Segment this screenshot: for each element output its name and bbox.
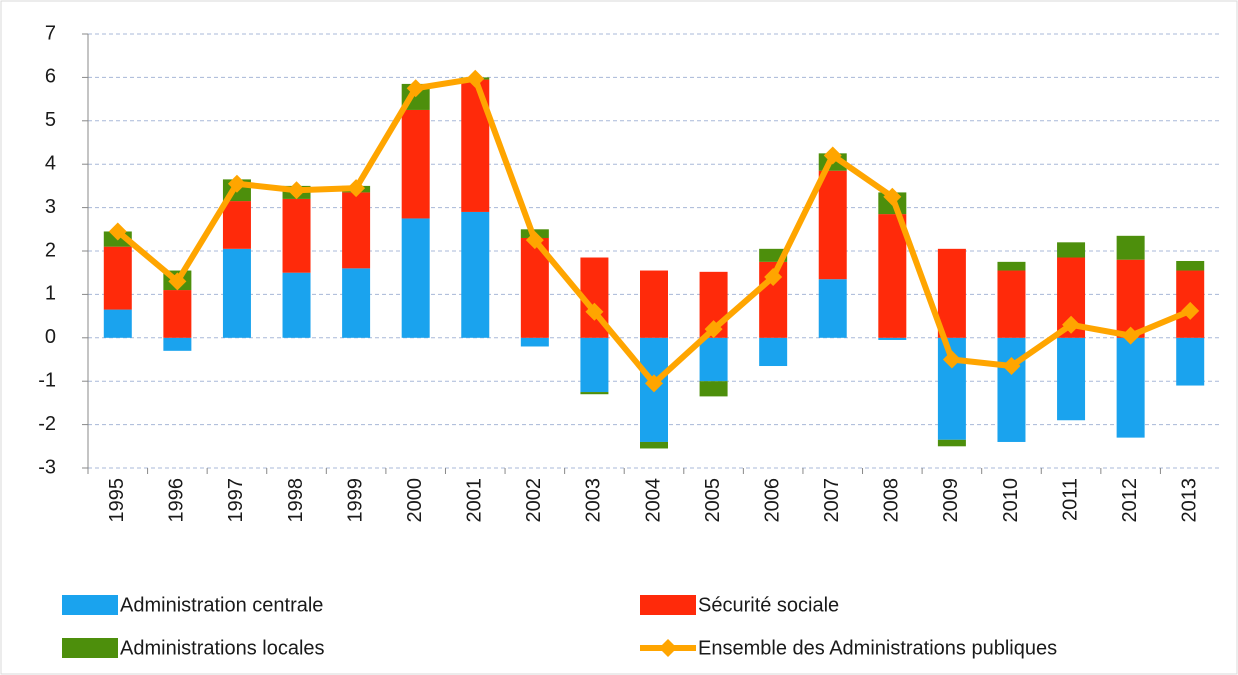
x-tick-label: 1997 xyxy=(225,478,247,523)
bar xyxy=(997,337,1026,442)
y-tick-label: 6 xyxy=(45,66,56,88)
bar xyxy=(997,261,1026,271)
x-tick-label: 2005 xyxy=(702,478,724,523)
bar xyxy=(997,270,1026,338)
x-tick-label: 2012 xyxy=(1119,478,1141,523)
bar xyxy=(937,439,966,447)
line-marker xyxy=(287,181,306,200)
line-marker xyxy=(704,320,723,339)
x-tick-label: 1999 xyxy=(344,478,366,523)
bar xyxy=(1116,235,1145,260)
x-tick-label: 2009 xyxy=(940,478,962,523)
bar xyxy=(222,201,251,249)
bar xyxy=(1116,337,1145,438)
x-tick-label: 2003 xyxy=(583,478,605,523)
bar xyxy=(103,309,132,338)
bar xyxy=(1057,242,1086,258)
line-marker xyxy=(1002,357,1021,376)
line-marker xyxy=(347,179,366,198)
line-marker xyxy=(823,146,842,165)
line-marker xyxy=(227,174,246,193)
y-tick-label: 4 xyxy=(45,152,56,174)
y-tick-label: 1 xyxy=(45,283,56,305)
bar xyxy=(282,198,311,273)
x-tick-label: 2006 xyxy=(761,478,783,523)
bar xyxy=(878,337,907,340)
bar xyxy=(878,214,907,338)
bar xyxy=(520,337,549,347)
bar xyxy=(699,337,728,382)
x-tick-label: 2010 xyxy=(1000,478,1022,523)
x-tick-label: 2008 xyxy=(881,478,903,523)
bar xyxy=(401,109,430,219)
line-marker xyxy=(406,79,425,98)
x-tick-label: 1996 xyxy=(166,478,188,523)
line-marker xyxy=(108,222,127,241)
bar xyxy=(818,170,847,280)
line-marker xyxy=(883,187,902,206)
bar xyxy=(580,392,609,395)
legend-label: Administration centrale xyxy=(120,594,323,616)
line-marker xyxy=(1181,301,1200,320)
bar xyxy=(818,279,847,338)
legend-label: Administrations locales xyxy=(120,637,325,659)
legend-swatch xyxy=(659,639,677,657)
bar xyxy=(937,248,966,338)
y-tick-label: 3 xyxy=(45,196,56,218)
x-tick-label: 1998 xyxy=(285,478,307,523)
bar xyxy=(342,268,371,338)
bar xyxy=(699,381,728,397)
y-tick-label: 2 xyxy=(45,239,56,261)
bar xyxy=(1116,259,1145,338)
x-tick-label: 2000 xyxy=(404,478,426,523)
bar xyxy=(282,272,311,338)
y-tick-label: 5 xyxy=(45,109,56,131)
bar xyxy=(163,337,192,351)
y-tick-label: -1 xyxy=(38,369,56,391)
bar xyxy=(1176,337,1205,386)
legend-label: Ensemble des Administrations publiques xyxy=(698,637,1057,659)
line-marker xyxy=(1062,315,1081,334)
bar xyxy=(163,290,192,338)
bar xyxy=(222,248,251,338)
bar xyxy=(640,270,668,338)
line-marker xyxy=(1121,326,1140,345)
bar xyxy=(1176,260,1205,271)
bar xyxy=(461,211,490,338)
bar xyxy=(401,218,430,338)
bar xyxy=(342,192,371,269)
y-tick-label: -2 xyxy=(38,413,56,435)
line-marker xyxy=(645,374,663,393)
line-marker xyxy=(585,302,604,321)
legend-swatch xyxy=(62,638,118,658)
legend-swatch xyxy=(640,595,696,615)
bar xyxy=(103,246,132,310)
x-tick-label: 2013 xyxy=(1178,478,1200,523)
bar xyxy=(1057,337,1086,421)
y-tick-label: -3 xyxy=(38,456,56,478)
bar xyxy=(759,337,788,367)
line-marker xyxy=(525,231,544,250)
line-marker xyxy=(942,350,961,369)
y-tick-label: 0 xyxy=(45,326,56,348)
line-marker xyxy=(168,272,187,291)
bar xyxy=(580,337,609,393)
bar xyxy=(640,441,668,449)
legend-label: Sécurité sociale xyxy=(698,594,839,616)
line-marker xyxy=(764,268,783,287)
x-tick-label: 2004 xyxy=(642,478,664,523)
x-tick-label: 2001 xyxy=(464,478,486,522)
x-tick-label: 2011 xyxy=(1059,478,1081,521)
legend-swatch xyxy=(62,595,118,615)
x-tick-label: 2002 xyxy=(523,478,545,523)
line-marker xyxy=(466,69,485,88)
x-tick-label: 2007 xyxy=(821,478,843,523)
y-tick-label: 7 xyxy=(45,22,56,44)
x-tick-label: 1995 xyxy=(106,478,128,523)
